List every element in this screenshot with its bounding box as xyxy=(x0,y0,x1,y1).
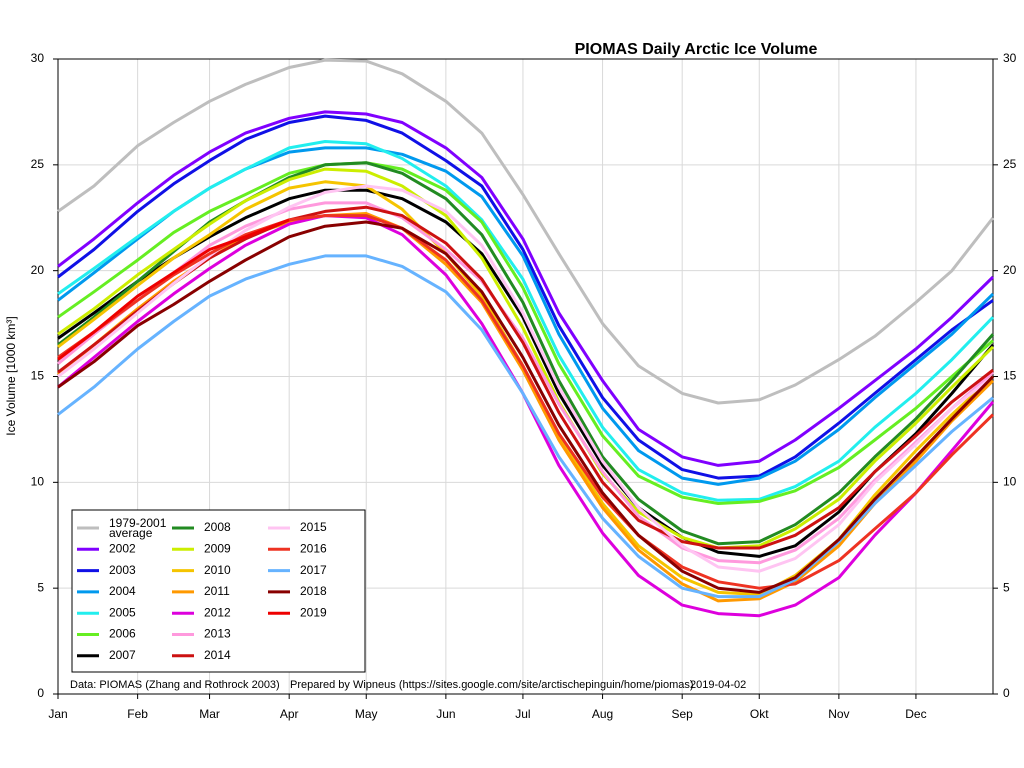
chart-title: PIOMAS Daily Arctic Ice Volume xyxy=(575,41,818,58)
legend-label: 2018 xyxy=(300,584,327,598)
legend-label: 2010 xyxy=(204,563,231,577)
y-tick-label: 20 xyxy=(31,263,45,277)
series-line xyxy=(57,161,994,505)
series-line xyxy=(57,140,995,502)
series-line xyxy=(57,184,994,573)
series-line xyxy=(57,201,994,565)
y-tick-label: 0 xyxy=(37,686,44,700)
x-tick-label: Jun xyxy=(436,707,455,721)
series-line xyxy=(57,110,995,467)
series-line xyxy=(57,167,995,550)
y2-tick-label: 30 xyxy=(1003,51,1017,65)
series-line xyxy=(57,214,995,590)
legend-label: 2013 xyxy=(204,627,231,641)
y2-tick-label: 10 xyxy=(1003,475,1017,489)
x-tick-label: Dec xyxy=(905,707,926,721)
legend-label: 2009 xyxy=(204,541,231,555)
series-line xyxy=(57,161,995,546)
legend-label: 2012 xyxy=(204,605,231,619)
x-tick-label: Nov xyxy=(828,707,849,721)
x-tick-label: Aug xyxy=(592,707,613,721)
y-axis-label: Ice Volume [1000 km³] xyxy=(4,316,18,435)
x-tick-label: Feb xyxy=(127,707,148,721)
series-line xyxy=(57,220,995,594)
y-tick-label: 25 xyxy=(31,157,45,171)
footnote: 2019-04-02 xyxy=(690,679,746,691)
y2-tick-label: 20 xyxy=(1003,263,1017,277)
y-tick-label: 10 xyxy=(31,475,45,489)
legend-label: 2003 xyxy=(109,563,136,577)
y2-tick-label: 25 xyxy=(1003,157,1017,171)
legend-label: 2011 xyxy=(204,584,230,598)
legend-label: 2007 xyxy=(109,648,136,662)
x-tick-label: Sep xyxy=(672,707,694,721)
x-tick-label: May xyxy=(355,707,378,721)
legend-label: 2004 xyxy=(109,584,136,598)
y2-tick-label: 5 xyxy=(1003,580,1010,594)
series-line xyxy=(57,218,290,361)
series-line xyxy=(57,58,995,405)
footnote: Prepared by Wipneus (https://sites.googl… xyxy=(290,679,694,691)
x-tick-label: Apr xyxy=(280,707,299,721)
legend-label: 2015 xyxy=(300,520,327,534)
legend-box xyxy=(71,509,366,673)
legend-label: 1979-2001 average xyxy=(109,516,167,540)
series-line xyxy=(57,114,994,480)
legend-label: 2019 xyxy=(300,605,327,619)
legend-label: 2014 xyxy=(204,648,231,662)
legend-label: 2005 xyxy=(109,605,136,619)
y2-tick-label: 0 xyxy=(1003,686,1010,700)
x-tick-label: Jul xyxy=(515,707,530,721)
footnote: Data: PIOMAS (Zhang and Rothrock 2003) xyxy=(70,679,280,691)
legend-label: 2002 xyxy=(109,541,136,555)
y-tick-label: 30 xyxy=(31,51,45,65)
y-tick-label: 5 xyxy=(37,580,44,594)
x-tick-label: Mar xyxy=(199,707,220,721)
legend-label: 2017 xyxy=(300,563,327,577)
legend-label: 2008 xyxy=(204,520,231,534)
y2-tick-label: 15 xyxy=(1003,369,1017,383)
series-line xyxy=(57,254,994,599)
legend-label: 2016 xyxy=(300,541,327,555)
x-tick-label: Okt xyxy=(750,707,769,721)
series-line xyxy=(57,188,995,558)
y-tick-label: 15 xyxy=(31,369,45,383)
x-tick-label: Jan xyxy=(48,707,67,721)
legend-label: 2006 xyxy=(109,627,136,641)
series-line xyxy=(57,205,994,550)
